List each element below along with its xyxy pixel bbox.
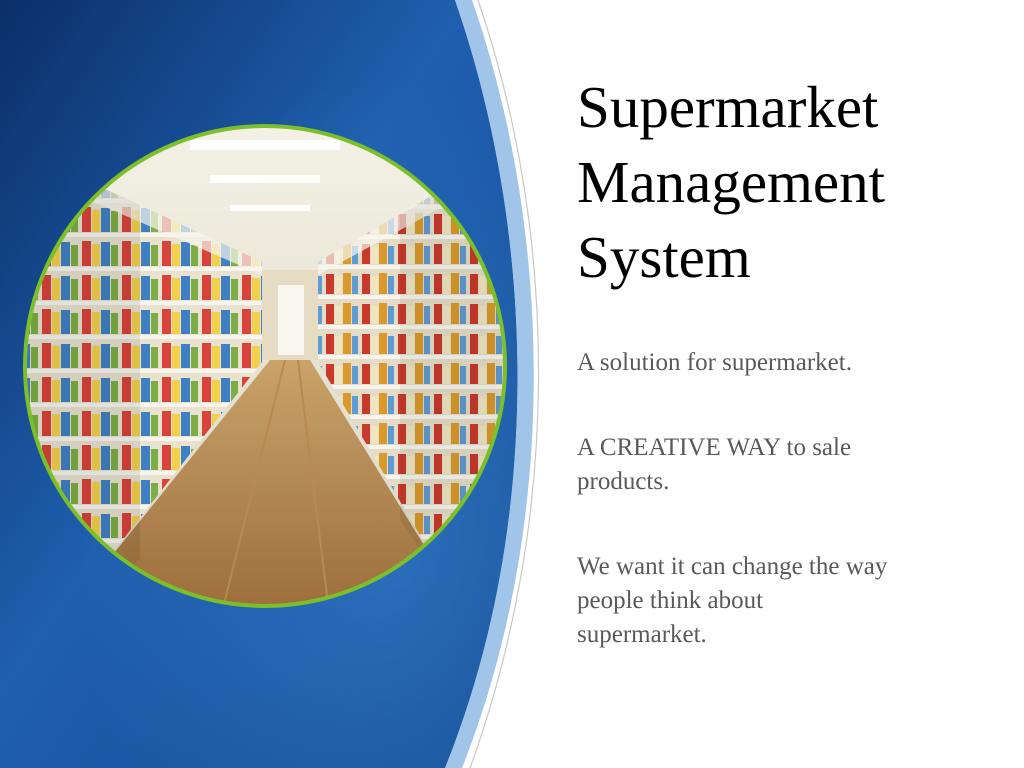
bullet-line: people think about [577, 587, 764, 614]
image-circle-border [23, 124, 507, 608]
bullet-line: supermarket. [577, 621, 707, 648]
bullet-item: We want it can change the way people thi… [577, 550, 977, 652]
bullet-list: A solution for supermarket. A CREATIVE W… [577, 346, 977, 703]
bullet-item: A CREATIVE WAY to sale products. [577, 431, 977, 499]
title-line: Supermarket [577, 74, 879, 140]
bullet-item: A solution for supermarket. [577, 346, 977, 380]
bullet-line: We want it can change the way [577, 553, 888, 580]
bullet-line: A CREATIVE WAY to sale [577, 434, 852, 461]
bullet-line: A solution for supermarket. [577, 349, 852, 376]
title-line: Management [577, 149, 885, 215]
title-line: System [577, 224, 751, 290]
bullet-line: products. [577, 468, 670, 495]
slide-title: Supermarket Management System [577, 70, 1007, 295]
